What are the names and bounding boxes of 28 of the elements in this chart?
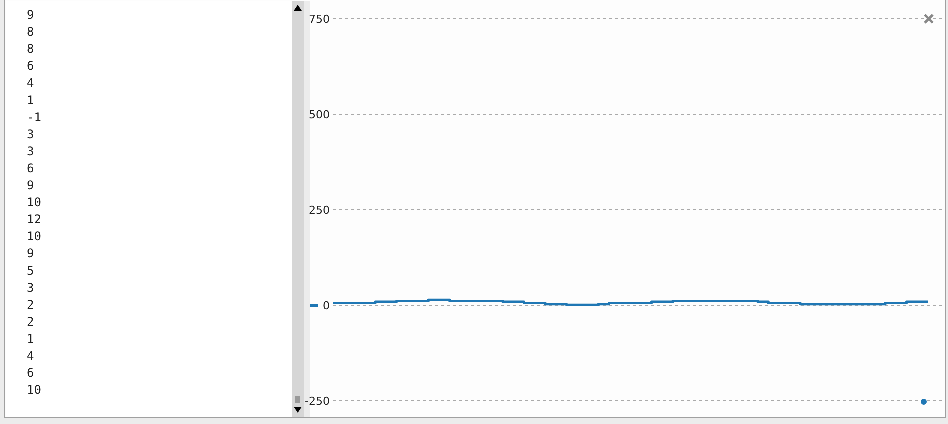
y-tick-label: 0	[323, 299, 330, 312]
text: 12	[27, 212, 42, 227]
text: -1	[27, 110, 42, 124]
text: 4	[27, 349, 34, 363]
text: 6	[27, 161, 34, 176]
text: 8	[27, 42, 34, 56]
text: 2	[27, 314, 34, 329]
text: 8	[27, 25, 34, 40]
text: 10	[27, 230, 42, 244]
text: 10	[27, 383, 42, 398]
text: 6	[27, 59, 34, 74]
y-tick-label: 250	[309, 204, 330, 217]
text: 9	[27, 178, 34, 192]
text: 3	[27, 144, 34, 158]
text: 6	[27, 366, 34, 380]
y-tick-label: 750	[309, 12, 330, 26]
text: 9	[27, 8, 34, 22]
text: 1	[27, 93, 34, 108]
text: 3	[27, 127, 34, 142]
text: 4	[27, 76, 34, 90]
text: 5	[27, 264, 34, 278]
text: 3	[27, 280, 34, 295]
y-tick-label: 500	[309, 108, 330, 122]
text: 10	[27, 196, 42, 210]
text: 9	[27, 246, 34, 261]
text: 1	[27, 332, 34, 346]
text: 2	[27, 298, 34, 312]
y-tick-label: -250	[305, 394, 330, 408]
